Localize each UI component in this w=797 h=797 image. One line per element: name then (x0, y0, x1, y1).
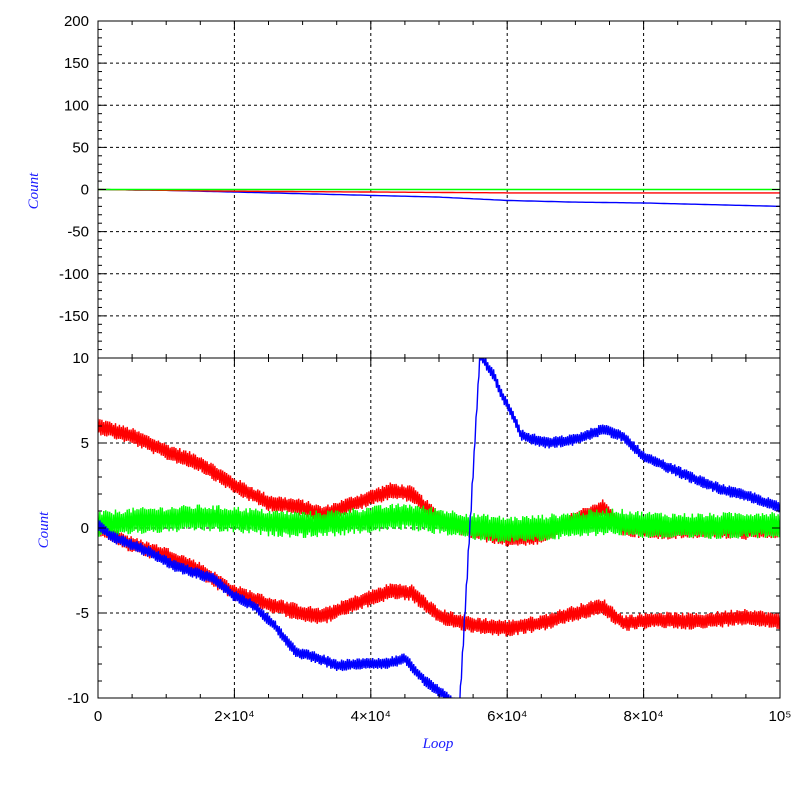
x-tick-label: 4×10⁴ (351, 708, 391, 725)
x-tick-label: 6×10⁴ (487, 708, 527, 725)
series-group (98, 358, 780, 698)
x-tick-label: 2×10⁴ (214, 708, 254, 725)
y-tick-label: -100 (59, 266, 89, 283)
y-tick-label: 10 (72, 350, 89, 367)
y-tick-label: 100 (64, 97, 89, 114)
y-tick-label: 0 (81, 182, 89, 199)
x-axis-title: Loop (422, 736, 454, 752)
y-tick-label: -150 (59, 308, 89, 325)
y-tick-label: 5 (81, 435, 89, 452)
y-tick-label: 150 (64, 55, 89, 72)
y-tick-label: -5 (76, 605, 89, 622)
x-tick-label: 10⁵ (769, 708, 792, 725)
series-line-4 (98, 358, 780, 698)
series-group (98, 188, 780, 207)
bottom-panel: 10 5 0 -5 -10 0 2×10⁴ 4×10⁴ 6×10⁴ 8×10⁴ 10⁵ (67, 350, 791, 725)
top-panel: 200 150 100 50 0 -50 -100 -150 (59, 13, 781, 359)
x-tick-label: 8×10⁴ (623, 708, 663, 725)
y-tick-label: 50 (72, 139, 89, 156)
y-tick-label: 200 (64, 13, 89, 30)
y-tick-label: 0 (81, 520, 89, 537)
x-tick-label: 0 (94, 708, 102, 725)
y-tick-label: -10 (67, 690, 89, 707)
y-tick-label: -50 (67, 224, 89, 241)
top-y-axis-title: Count (26, 172, 42, 210)
series-line-3 (98, 503, 780, 543)
bottom-y-axis-title: Count (36, 511, 52, 549)
series-line-2 (98, 188, 780, 194)
